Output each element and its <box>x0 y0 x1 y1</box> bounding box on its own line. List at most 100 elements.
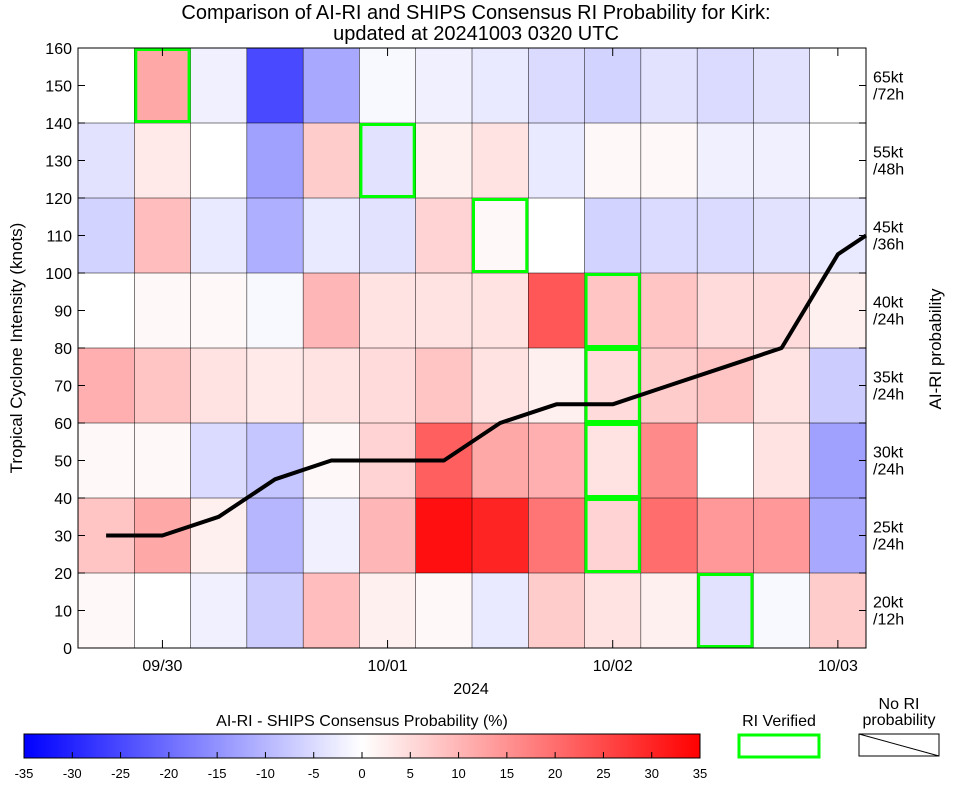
verified-box <box>584 348 641 423</box>
heatmap-cell <box>697 198 754 273</box>
y-tick-label: 20 <box>54 566 72 583</box>
chart-title-line2: updated at 20241003 0320 UTC <box>333 23 619 45</box>
heatmap-cell <box>584 498 641 573</box>
heatmap-cell <box>809 423 866 498</box>
row-label-kt: 25kt <box>873 520 904 537</box>
heatmap-cell <box>134 348 191 423</box>
verified-box <box>359 123 416 198</box>
heatmap-cell <box>415 48 472 123</box>
legend-no-ri-diagonal <box>858 733 940 757</box>
heatmap-cell <box>472 498 529 573</box>
heatmap-cell <box>697 573 754 648</box>
heatmap-cell <box>809 48 866 123</box>
heatmap-cell <box>359 348 416 423</box>
heatmap-cell <box>753 123 810 198</box>
heatmap-cell <box>697 123 754 198</box>
heatmap-cell <box>190 198 247 273</box>
heatmap-cell <box>190 48 247 123</box>
colorbar-tick-label: 15 <box>500 766 514 781</box>
y-tick-label: 150 <box>45 79 72 96</box>
heatmap-cell <box>415 123 472 198</box>
heatmap-cell <box>134 273 191 348</box>
x-tick-label: 10/02 <box>593 658 633 675</box>
row-labels: 20kt/12h25kt/24h30kt/24h35kt/24h40kt/24h… <box>873 70 904 629</box>
x-tick-label: 10/01 <box>368 658 408 675</box>
heatmap-cell <box>303 198 360 273</box>
colorbar-ticks: -35 -30 -25 -20 -15 -10 -5 0 5 10 15 20 25 30 35 <box>15 752 707 781</box>
heatmap-cell <box>415 273 472 348</box>
heatmap-cell <box>640 573 698 648</box>
heatmap-cell <box>303 123 360 198</box>
heatmap-cell <box>528 48 585 123</box>
heatmap-cell <box>584 198 641 273</box>
heatmap-cell <box>246 123 304 198</box>
heatmap-cell <box>415 498 472 573</box>
y-axis-ticks: 0 10 20 30 40 50 60 70 80 90 100 110 120 130 140 150 160 <box>45 41 866 658</box>
y-tick-label: 70 <box>54 379 72 396</box>
heatmap-cell <box>190 573 247 648</box>
y-tick-label: 90 <box>54 304 72 321</box>
verified-box <box>584 423 641 498</box>
colorbar-tick-label: 5 <box>407 766 414 781</box>
y-tick-label: 140 <box>45 116 72 133</box>
heatmap-cell <box>78 423 135 498</box>
row-label-period: /24h <box>873 462 904 479</box>
heatmap-cell <box>753 48 810 123</box>
y-tick-label: 0 <box>63 641 72 658</box>
row-label-kt: 65kt <box>873 70 904 87</box>
colorbar-tick-label: 30 <box>644 766 658 781</box>
x-axis-ticks: 09/30 10/01 10/02 10/03 <box>142 48 858 675</box>
y-tick-label: 60 <box>54 416 72 433</box>
legend-no-ri-label-2: probability <box>863 712 936 729</box>
heatmap-cell <box>303 498 360 573</box>
heatmap-cell <box>809 123 866 198</box>
heatmap-cell <box>134 123 191 198</box>
colorbar-tick-label: -15 <box>208 766 227 781</box>
heatmap-cell <box>528 123 585 198</box>
heatmap-cell <box>303 48 360 123</box>
heatmap-cell <box>359 198 416 273</box>
heatmap-cell <box>246 48 304 123</box>
heatmap-cell <box>528 198 585 273</box>
heatmap-cell <box>190 123 247 198</box>
heatmap-cell <box>528 423 585 498</box>
verified-box <box>584 498 641 573</box>
heatmap-cell <box>359 498 416 573</box>
colorbar-tick-label: 35 <box>693 766 707 781</box>
y-tick-label: 100 <box>45 266 72 283</box>
colorbar-tick-label: 25 <box>596 766 610 781</box>
heatmap-cell <box>472 273 529 348</box>
y-axis-label: Tropical Cyclone Intensity (knots) <box>7 223 26 474</box>
heatmap-cell <box>640 498 698 573</box>
y-tick-label: 160 <box>45 41 72 58</box>
x-tick-label: 09/30 <box>142 658 182 675</box>
heatmap-cell <box>415 198 472 273</box>
row-label-period: /72h <box>873 87 904 104</box>
heatmap-cell <box>190 498 247 573</box>
row-label-period: /24h <box>873 312 904 329</box>
row-label-kt: 20kt <box>873 595 904 612</box>
heatmap-cell <box>190 423 247 498</box>
colorbar-tick-label: -5 <box>308 766 320 781</box>
heatmap-cell <box>246 198 304 273</box>
heatmap-cell <box>303 273 360 348</box>
heatmap-cell <box>697 423 754 498</box>
heatmap-cell <box>753 423 810 498</box>
row-label-kt: 55kt <box>873 145 904 162</box>
heatmap-cell <box>78 348 135 423</box>
y2-axis-label: AI-RI probability <box>926 288 945 409</box>
heatmap-cell <box>246 498 304 573</box>
verified-box <box>697 573 754 648</box>
colorbar-tick-label: -10 <box>256 766 275 781</box>
heatmap-cell <box>809 573 866 648</box>
heatmap-cell <box>584 423 641 498</box>
heatmap-cell <box>472 123 529 198</box>
heatmap-cell <box>640 423 698 498</box>
heatmap-cell <box>584 48 641 123</box>
heatmap-cell <box>472 198 529 273</box>
heatmap-cell <box>528 573 585 648</box>
x-axis-label: 2024 <box>453 681 489 698</box>
row-label-kt: 45kt <box>873 220 904 237</box>
colorbar-tick-label: 0 <box>358 766 365 781</box>
